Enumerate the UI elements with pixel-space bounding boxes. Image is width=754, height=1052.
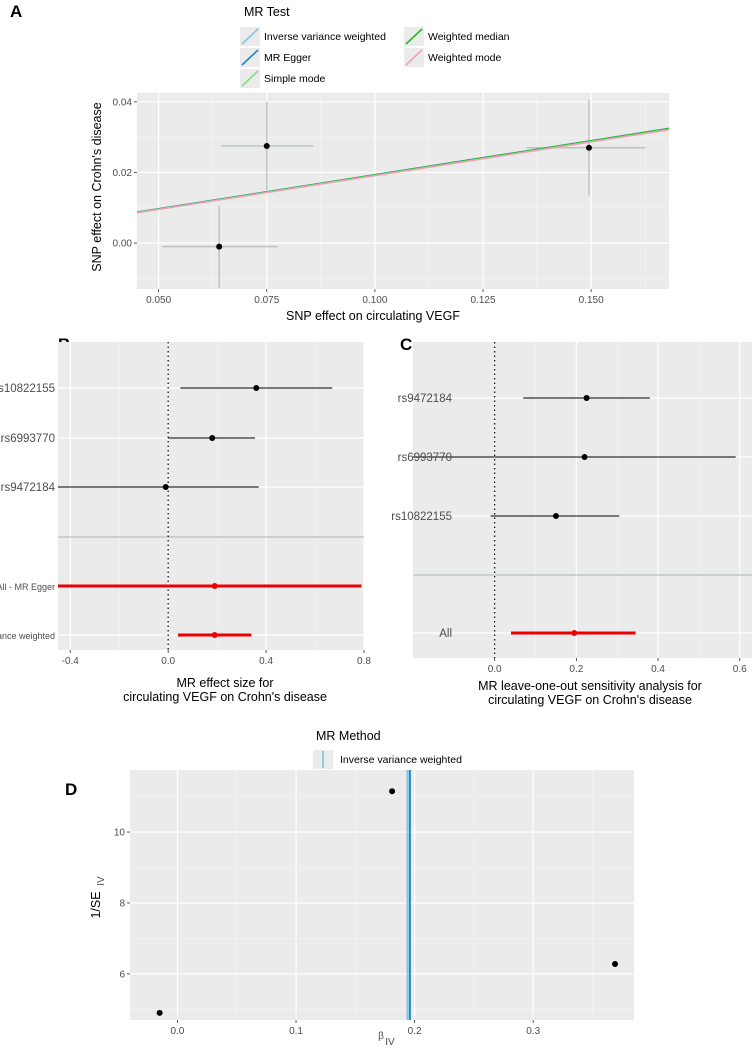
panel-b-row-label-4: All - Inverse variance weighted [0,631,55,641]
panel-a-point-0 [263,142,270,149]
panel-a-legend-bg [237,25,527,95]
panel-d-xtick-label-0: 0.0 [170,1026,184,1037]
panel-b: B-0.40.00.40.8rs10822155rs6993770rs94721… [0,335,371,704]
panel-d-ylabel-main: 1/SE [89,891,103,918]
panel-a-xtick-label-3: 0.125 [471,295,496,306]
panel-d-xlabel-main: β [378,1031,384,1042]
panel-a-point-2 [585,144,592,151]
panel-c-xtick-label-1: 0.2 [569,664,583,675]
panel-b-row-label-2: rs9472184 [1,482,56,494]
panel-d-legend-title: MR Method [316,729,381,743]
panel-d-xtick-label-1: 0.1 [289,1026,303,1037]
panel-d-plot-bg [130,770,634,1020]
panel-b-row-label-3: All - MR Egger [0,582,55,592]
panel-d-xtick-label-3: 0.3 [526,1026,540,1037]
panel-a-xtick-label-4: 0.150 [579,295,604,306]
panel-c: C 0.0 0.2 0.4 0.6 rs9472184 rs6993770 rs1082215… [391,335,752,707]
panel-a-legend-entry-1: Weighted median [428,31,510,43]
panel-c-row-label-1: rs6993770 [398,452,452,464]
panel-a-legend-swatch-0 [241,28,259,45]
panel-d-xlabel-sub: IV [385,1037,395,1048]
panel-a-point-1 [216,243,223,250]
panel-c-row-label-0: rs9472184 [398,393,453,405]
panel-c-xtick-label-2: 0.4 [651,664,665,675]
panel-b-row-label-0: rs10822155 [0,383,55,395]
panel-c-label: C [400,335,412,354]
panel-a: A MR Test Inverse variance weighted Weighte… [10,2,670,323]
panel-a-legend: MR Test Inverse variance weighted Weighted… [237,5,527,95]
panel-b-point-2 [162,484,169,490]
panel-b-point-0 [253,385,260,391]
panel-a-ytick-label-0: 0.00 [113,239,133,250]
panel-b-xlabel-1: circulating VEGF on Crohn's disease [123,690,327,704]
panel-b-point-3 [211,583,218,589]
panel-c-row-label-3: All [439,628,452,640]
panel-a-ytick-label-2: 0.04 [113,97,133,108]
panel-d-point-0 [156,1009,163,1016]
panel-a-ylabel: SNP effect on Crohn's disease [90,102,104,271]
panel-c-xlabel-1: circulating VEGF on Crohn's disease [488,693,692,707]
panel-a-legend-swatch-3 [405,49,423,66]
panel-d-ylabel-sub: IV [96,876,107,886]
panel-b-point-4 [211,632,218,638]
panel-c-row-label-2: rs10822155 [391,511,452,523]
panel-b-row-label-1: rs6993770 [1,433,55,445]
panel-a-xlabel: SNP effect on circulating VEGF [286,309,460,323]
panel-b-xtick-label-2: 0.4 [259,656,273,667]
panel-a-legend-entry-0: Inverse variance weighted [264,31,386,43]
panel-b-point-1 [209,435,216,441]
panel-a-plot-bg [137,93,669,289]
panel-c-point-3 [571,630,578,636]
panel-a-xtick-label-1: 0.075 [254,295,279,306]
panel-a-legend-swatch-4 [241,70,259,87]
panel-b-xtick-label-0: -0.4 [62,656,80,667]
panel-d-ylabel: 1/SE IV [89,876,107,919]
panel-d-legend-entry-0: Inverse variance weighted [340,754,462,766]
panel-a-line-4 [136,129,670,214]
panel-a-legend-entry-3: Weighted mode [428,52,502,64]
panel-d-point-1 [389,788,396,795]
panel-a-legend-swatch-1 [405,28,423,45]
panel-d-ytick-label-1: 8 [119,898,125,909]
panel-b-xtick-label-3: 0.8 [357,656,371,667]
panel-a-legend-swatch-2 [241,49,259,66]
panel-c-point-2 [552,513,559,519]
panel-d-ytick-label-2: 10 [114,828,126,839]
panel-a-legend-entry-2: MR Egger [264,52,312,64]
panel-b-plot-bg [58,342,364,650]
panel-d-point-2 [612,960,619,967]
panel-d-xtick-label-2: 0.2 [408,1026,422,1037]
panel-c-point-1 [581,454,588,460]
panel-a-legend-entry-4: Simple mode [264,73,325,85]
panel-a-ytick-label-1: 0.02 [113,168,133,179]
panel-c-xtick-label-0: 0.0 [488,664,502,675]
panel-c-xtick-label-3: 0.6 [733,664,747,675]
panel-d-ytick-label-0: 6 [119,969,125,980]
panel-d-label: D [65,780,77,799]
panel-a-xtick-label-2: 0.100 [362,295,387,306]
panel-b-xtick-label-1: 0.0 [161,656,175,667]
panel-c-point-0 [583,395,590,401]
panel-a-legend-title: MR Test [244,5,290,19]
panel-b-xlabel-0: MR effect size for [176,676,273,690]
panel-c-xlabel-0: MR leave-one-out sensitivity analysis fo… [478,679,702,693]
panel-a-label: A [10,2,22,21]
panel-c-plot-bg [413,342,752,658]
panel-a-xtick-label-0: 0.050 [146,295,171,306]
